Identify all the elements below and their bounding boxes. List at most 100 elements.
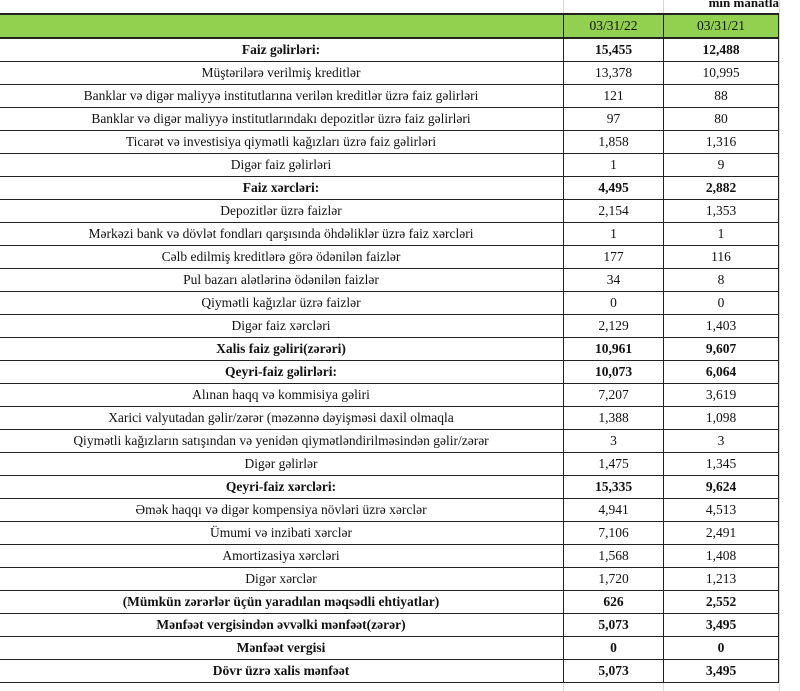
- value-2021-cell[interactable]: 3,495: [663, 659, 779, 683]
- row-label-cell[interactable]: Digər faiz xərcləri: [0, 314, 564, 338]
- row-label-cell[interactable]: (Mümkün zərərlər üçün yaradılan məqsədli…: [0, 590, 564, 614]
- row-label-cell[interactable]: Əmək haqqı və digər kompensiya növləri ü…: [0, 498, 564, 522]
- table-row: Ümumi və inzibati xərclər 7,106 2,491: [0, 521, 779, 545]
- value-2021-cell[interactable]: 3,495: [663, 613, 779, 637]
- value-2022-cell[interactable]: 1,568: [563, 544, 664, 568]
- row-label-cell[interactable]: Digər xərclər: [0, 567, 564, 591]
- value-2021-cell[interactable]: 1,345: [663, 452, 779, 476]
- value-2021-cell[interactable]: 2,882: [663, 176, 779, 200]
- value-2022-cell[interactable]: 1,720: [563, 567, 664, 591]
- value-2021-cell[interactable]: 1,213: [663, 567, 779, 591]
- header-label-cell[interactable]: [0, 13, 564, 39]
- row-label-cell[interactable]: Cəlb edilmiş kreditlərə görə ödənilən fa…: [0, 245, 564, 269]
- value-2022-cell[interactable]: 7,207: [563, 383, 664, 407]
- value-2022-cell[interactable]: 5,073: [563, 659, 664, 683]
- value-2022-cell[interactable]: 1: [563, 153, 664, 177]
- row-label-cell[interactable]: Mənfəət vergisindən əvvəlki mənfəət(zərə…: [0, 613, 564, 637]
- value-2021-cell[interactable]: 1,403: [663, 314, 779, 338]
- value-2022-cell[interactable]: 13,378: [563, 61, 664, 85]
- header-date-2022[interactable]: 03/31/22: [563, 13, 664, 39]
- value-2022-cell[interactable]: 2,129: [563, 314, 664, 338]
- value-2022-cell[interactable]: 34: [563, 268, 664, 292]
- table-row: Qeyri-faiz gəlirləri: 10,073 6,064: [0, 360, 779, 384]
- table-row: Faiz gəlirləri: 15,455 12,488: [0, 37, 779, 62]
- value-2021-cell[interactable]: 9,624: [663, 475, 779, 499]
- value-2021-cell[interactable]: 6,064: [663, 360, 779, 384]
- row-label-cell[interactable]: Qeyri-faiz gəlirləri:: [0, 360, 564, 384]
- row-label-cell[interactable]: Qiymətli kağızlar üzrə faizlər: [0, 291, 564, 315]
- row-label-cell[interactable]: Qiymətli kağızların satışından və yenidə…: [0, 429, 564, 453]
- table-row: Müştərilərə verilmiş kreditlər 13,378 10,9…: [0, 61, 779, 85]
- value-2022-cell[interactable]: 626: [563, 590, 664, 614]
- value-2022-cell[interactable]: 1,475: [563, 452, 664, 476]
- value-2022-cell[interactable]: 3: [563, 429, 664, 453]
- value-2022-cell[interactable]: 7,106: [563, 521, 664, 545]
- row-label-cell[interactable]: Faiz gəlirləri:: [0, 37, 564, 62]
- table-row: Dövr üzrə xalis mənfəət 5,073 3,495: [0, 659, 779, 683]
- value-2022-cell[interactable]: 1,388: [563, 406, 664, 430]
- row-label-cell[interactable]: Xarici valyutadan gəlir/zərər (məzənnə d…: [0, 406, 564, 430]
- header-date-2021[interactable]: 03/31/21: [663, 13, 779, 39]
- value-2022-cell[interactable]: 177: [563, 245, 664, 269]
- value-2021-cell[interactable]: 12,488: [663, 37, 779, 62]
- value-2021-cell[interactable]: 88: [663, 84, 779, 108]
- value-2022-cell[interactable]: 2,154: [563, 199, 664, 223]
- row-label-cell[interactable]: Digər faiz gəlirləri: [0, 153, 564, 177]
- value-2022-cell[interactable]: 10,073: [563, 360, 664, 384]
- value-2022-cell[interactable]: 5,073: [563, 613, 664, 637]
- value-2021-cell[interactable]: 1: [663, 222, 779, 246]
- value-2021-cell[interactable]: 8: [663, 268, 779, 292]
- value-2021-cell[interactable]: 3,619: [663, 383, 779, 407]
- table-row: Qiymətli kağızlar üzrə faizlər 0 0: [0, 291, 779, 315]
- value-2022-cell[interactable]: 97: [563, 107, 664, 131]
- row-label-cell[interactable]: Banklar və digər maliyyə institutlarına …: [0, 84, 564, 108]
- value-2021-cell[interactable]: 10,995: [663, 61, 779, 85]
- table-row: Digər faiz gəlirləri 1 9: [0, 153, 779, 177]
- value-2021-cell[interactable]: 1,408: [663, 544, 779, 568]
- value-2021-cell[interactable]: 80: [663, 107, 779, 131]
- value-2022-cell[interactable]: 15,455: [563, 37, 664, 62]
- income-statement-table: 03/31/22 03/31/21 Faiz gəlirləri: 15,455 1…: [0, 13, 779, 683]
- row-label-cell[interactable]: Dövr üzrə xalis mənfəət: [0, 659, 564, 683]
- row-label-cell[interactable]: Pul bazarı alətlərinə ödənilən faizlər: [0, 268, 564, 292]
- value-2022-cell[interactable]: 4,495: [563, 176, 664, 200]
- value-2021-cell[interactable]: 1,353: [663, 199, 779, 223]
- value-2021-cell[interactable]: 2,491: [663, 521, 779, 545]
- value-2021-cell[interactable]: 0: [663, 291, 779, 315]
- table-row: Digər xərclər 1,720 1,213: [0, 567, 779, 591]
- row-label-cell[interactable]: Xalis faiz gəliri(zərəri): [0, 337, 564, 361]
- value-2022-cell[interactable]: 4,941: [563, 498, 664, 522]
- value-2021-cell[interactable]: 9,607: [663, 337, 779, 361]
- row-label-cell[interactable]: Müştərilərə verilmiş kreditlər: [0, 61, 564, 85]
- value-2021-cell[interactable]: 0: [663, 636, 779, 660]
- value-2021-cell[interactable]: 1,098: [663, 406, 779, 430]
- row-label-cell[interactable]: Digər gəlirlər: [0, 452, 564, 476]
- row-label-cell[interactable]: Amortizasiya xərcləri: [0, 544, 564, 568]
- value-2021-cell[interactable]: 4,513: [663, 498, 779, 522]
- value-2022-cell[interactable]: 10,961: [563, 337, 664, 361]
- table-row: Cəlb edilmiş kreditlərə görə ödənilən fa…: [0, 245, 779, 269]
- value-2022-cell[interactable]: 0: [563, 291, 664, 315]
- row-label-cell[interactable]: Banklar və digər maliyyə institutlarında…: [0, 107, 564, 131]
- row-label-cell[interactable]: Qeyri-faiz xərcləri:: [0, 475, 564, 499]
- table-row: Qiymətli kağızların satışından və yenidə…: [0, 429, 779, 453]
- value-2022-cell[interactable]: 121: [563, 84, 664, 108]
- table-row: Depozitlər üzrə faizlər 2,154 1,353: [0, 199, 779, 223]
- row-label-cell[interactable]: Mərkəzi bank və dövlət fondları qarşısın…: [0, 222, 564, 246]
- value-2021-cell[interactable]: 1,316: [663, 130, 779, 154]
- row-label-cell[interactable]: Faiz xərcləri:: [0, 176, 564, 200]
- row-label-cell[interactable]: Mənfəət vergisi: [0, 636, 564, 660]
- value-2021-cell[interactable]: 2,552: [663, 590, 779, 614]
- value-2021-cell[interactable]: 9: [663, 153, 779, 177]
- row-label-cell[interactable]: Depozitlər üzrə faizlər: [0, 199, 564, 223]
- value-2022-cell[interactable]: 1: [563, 222, 664, 246]
- value-2021-cell[interactable]: 116: [663, 245, 779, 269]
- row-label-cell[interactable]: Ümumi və inzibati xərclər: [0, 521, 564, 545]
- value-2022-cell[interactable]: 0: [563, 636, 664, 660]
- table-row: Faiz xərcləri: 4,495 2,882: [0, 176, 779, 200]
- value-2022-cell[interactable]: 1,858: [563, 130, 664, 154]
- value-2022-cell[interactable]: 15,335: [563, 475, 664, 499]
- row-label-cell[interactable]: Ticarət və investisiya qiymətli kağızlar…: [0, 130, 564, 154]
- row-label-cell[interactable]: Alınan haqq və kommisiya gəliri: [0, 383, 564, 407]
- value-2021-cell[interactable]: 3: [663, 429, 779, 453]
